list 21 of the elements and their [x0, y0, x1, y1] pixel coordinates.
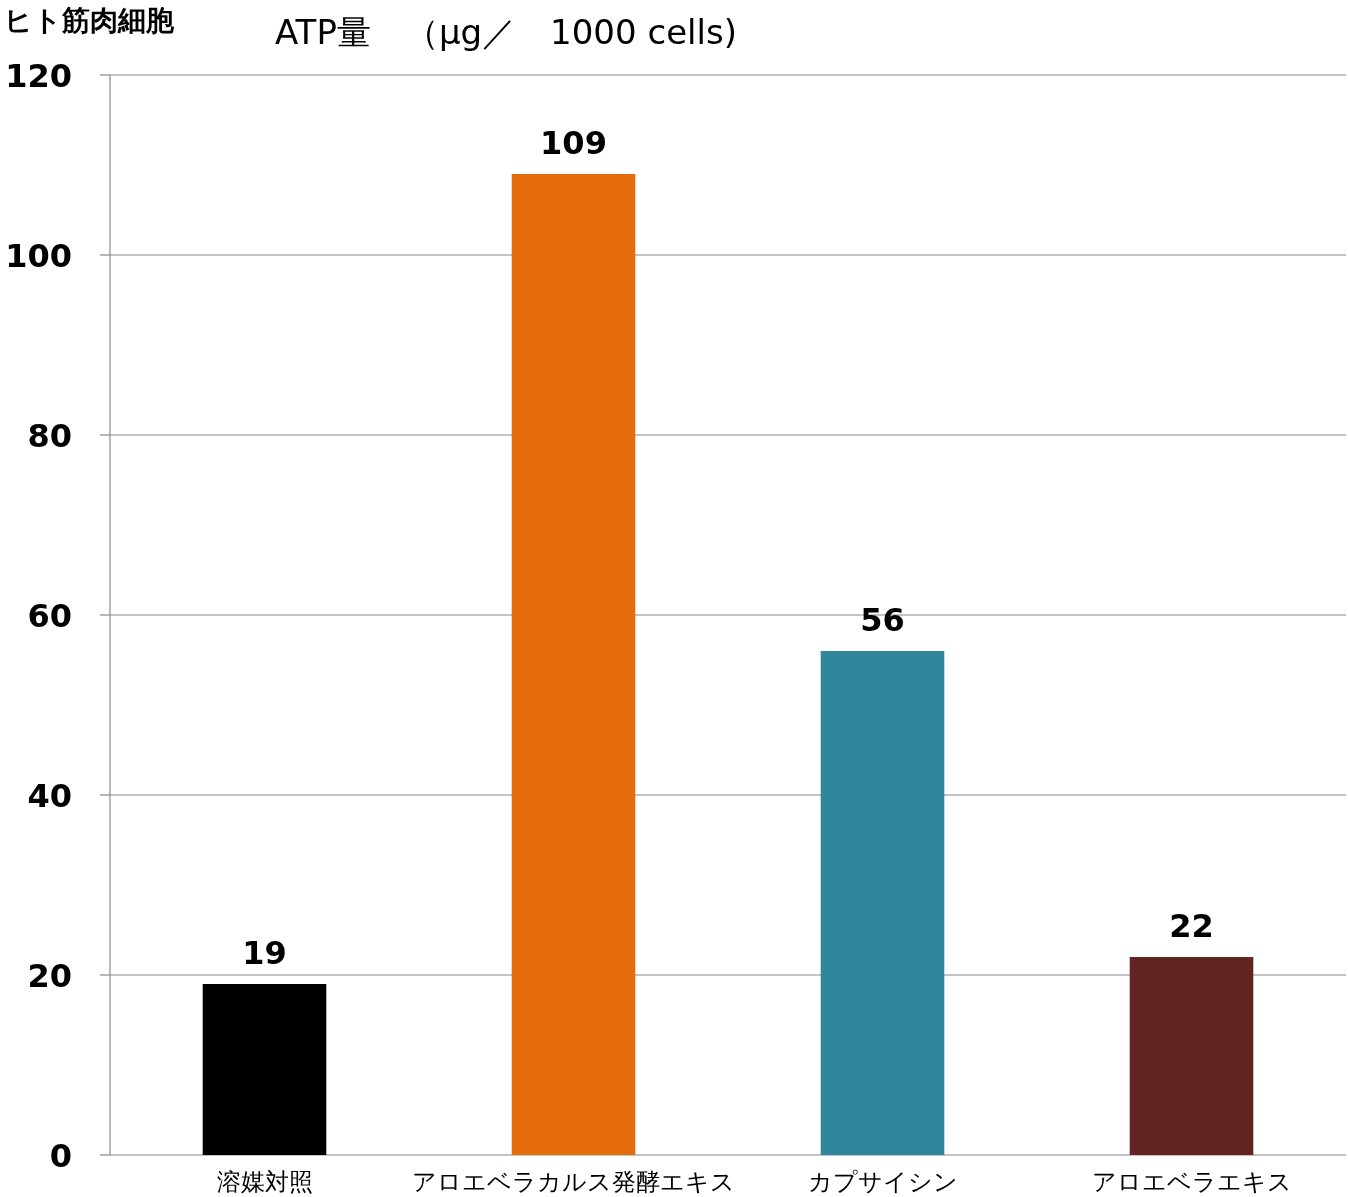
x-tick-label: アロエベラカルス発酵エキス — [412, 1168, 735, 1196]
y-tick-label: 0 — [49, 1137, 72, 1175]
y-tick-label: 80 — [27, 417, 72, 455]
y-tick-label: 60 — [27, 597, 72, 635]
y-tick-label: 120 — [5, 57, 72, 95]
data-label: 109 — [540, 124, 607, 162]
data-label: 19 — [242, 934, 287, 972]
y-tick-label: 20 — [27, 957, 72, 995]
y-tick-label: 100 — [5, 237, 72, 275]
x-tick-label: アロエベラエキス — [1091, 1168, 1292, 1196]
data-label: 56 — [860, 601, 905, 639]
chart-subtitle: ATP量 （μg／ 1000 cells) — [275, 12, 737, 52]
bar — [202, 984, 327, 1155]
bar — [1129, 957, 1254, 1155]
x-tick-label: カプサイシン — [807, 1168, 958, 1196]
bar — [511, 174, 636, 1155]
y-tick-label: 40 — [27, 777, 72, 815]
x-tick-label: 溶媒対照 — [216, 1168, 313, 1196]
bar — [820, 651, 945, 1155]
data-label: 22 — [1169, 907, 1214, 945]
chart-title: ヒト筋肉細胞 — [4, 4, 175, 37]
